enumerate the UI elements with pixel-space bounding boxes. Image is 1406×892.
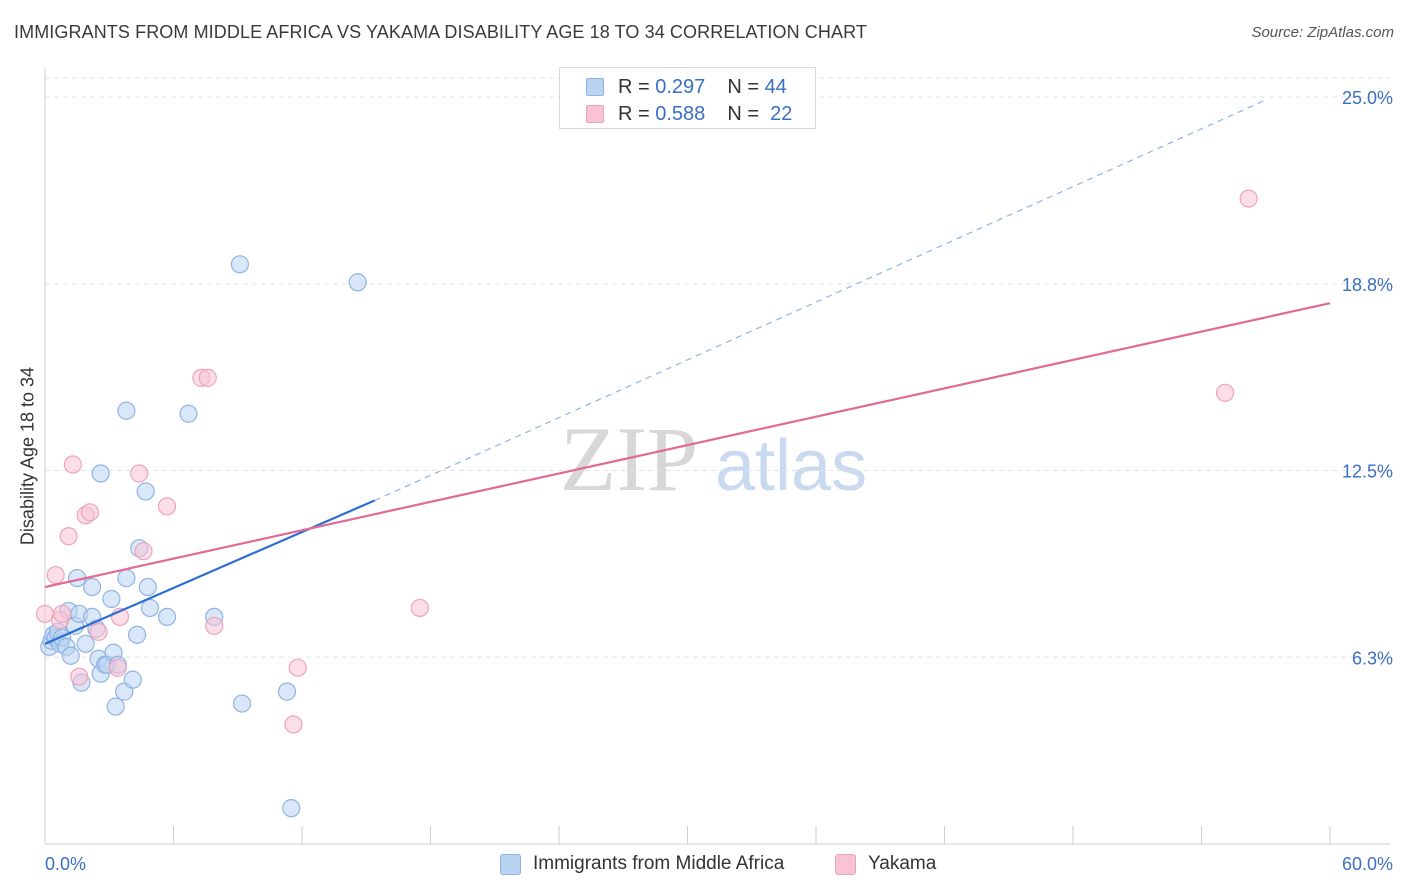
point-middle-africa <box>138 577 157 597</box>
bottom-legend-label-yakama: Yakama <box>868 853 937 874</box>
point-middle-africa <box>117 401 136 420</box>
point-middle-africa <box>232 694 252 713</box>
legend-row-middle-africa: R = 0.297 N = 44 <box>586 75 787 99</box>
bottom-legend-label-middle-africa: Immigrants from Middle Africa <box>533 853 785 874</box>
point-middle-africa <box>282 799 301 818</box>
point-middle-africa <box>157 607 177 627</box>
point-middle-africa <box>123 670 142 689</box>
point-middle-africa <box>117 568 136 588</box>
legend-r-value: 0.588 <box>655 102 706 125</box>
point-yakama <box>134 542 153 561</box>
legend-n-label: N = <box>727 102 759 125</box>
point-yakama <box>130 464 149 483</box>
y-tick-label: 6.3% <box>1352 648 1393 668</box>
chart-title: IMMIGRANTS FROM MIDDLE AFRICA VS YAKAMA … <box>14 22 867 42</box>
correlation-legend: R = 0.297 N = 44 R = 0.588 N = 22 <box>559 67 816 129</box>
point-middle-africa <box>76 634 95 653</box>
point-middle-africa <box>140 598 160 618</box>
x-tick-label-min: 0.0% <box>45 854 86 874</box>
point-yakama <box>288 658 307 677</box>
point-middle-africa <box>136 482 155 501</box>
point-yakama <box>89 622 108 641</box>
point-yakama <box>410 598 429 618</box>
point-middle-africa <box>83 577 102 597</box>
point-yakama <box>80 503 100 522</box>
point-yakama <box>205 616 224 635</box>
point-middle-africa <box>277 682 297 701</box>
point-middle-africa <box>230 255 249 274</box>
point-middle-africa <box>127 625 147 644</box>
bottom-legend-swatch-yakama <box>835 853 856 875</box>
source-label: Source: ZipAtlas.com <box>1251 24 1394 41</box>
legend-row-yakama: R = 0.588 N = 22 <box>586 102 792 126</box>
bottom-legend-yakama: Yakama <box>835 852 936 876</box>
legend-r-value: 0.297 <box>655 75 706 98</box>
point-middle-africa <box>348 273 367 292</box>
y-tick-label: 18.8% <box>1342 275 1393 295</box>
trend-line-middle-africa <box>44 499 376 645</box>
legend-r-label: R = <box>618 75 650 98</box>
point-yakama <box>46 565 65 585</box>
trend-extension-middle-africa <box>374 99 1266 501</box>
point-yakama <box>198 368 217 387</box>
legend-r-label: R = <box>618 102 650 125</box>
point-yakama <box>108 658 127 677</box>
point-middle-africa <box>106 697 125 716</box>
trend-line-yakama <box>44 302 1331 589</box>
legend-n-value: 44 <box>764 75 787 98</box>
point-middle-africa <box>179 404 198 423</box>
point-yakama <box>70 667 89 686</box>
x-tick-label-max: 60.0% <box>1342 854 1393 874</box>
point-middle-africa <box>102 589 121 609</box>
bottom-legend-swatch-middle-africa <box>500 853 521 875</box>
point-yakama <box>157 497 177 516</box>
legend-n-label: N = <box>727 75 759 98</box>
legend-swatch-yakama <box>586 105 604 123</box>
y-tick-label: 25.0% <box>1342 88 1393 108</box>
point-yakama <box>1239 189 1258 208</box>
legend-n-value: 22 <box>770 102 793 125</box>
legend-swatch-middle-africa <box>586 78 604 96</box>
watermark-atlas: atlas <box>715 426 867 506</box>
point-yakama <box>63 455 82 474</box>
point-yakama <box>284 715 303 734</box>
point-yakama <box>59 527 78 546</box>
y-tick-label: 12.5% <box>1342 462 1393 482</box>
point-middle-africa <box>91 464 110 483</box>
point-yakama <box>53 604 72 624</box>
point-middle-africa <box>61 646 80 665</box>
bottom-legend-middle-africa: Immigrants from Middle Africa <box>500 852 784 876</box>
point-yakama <box>1215 383 1235 402</box>
